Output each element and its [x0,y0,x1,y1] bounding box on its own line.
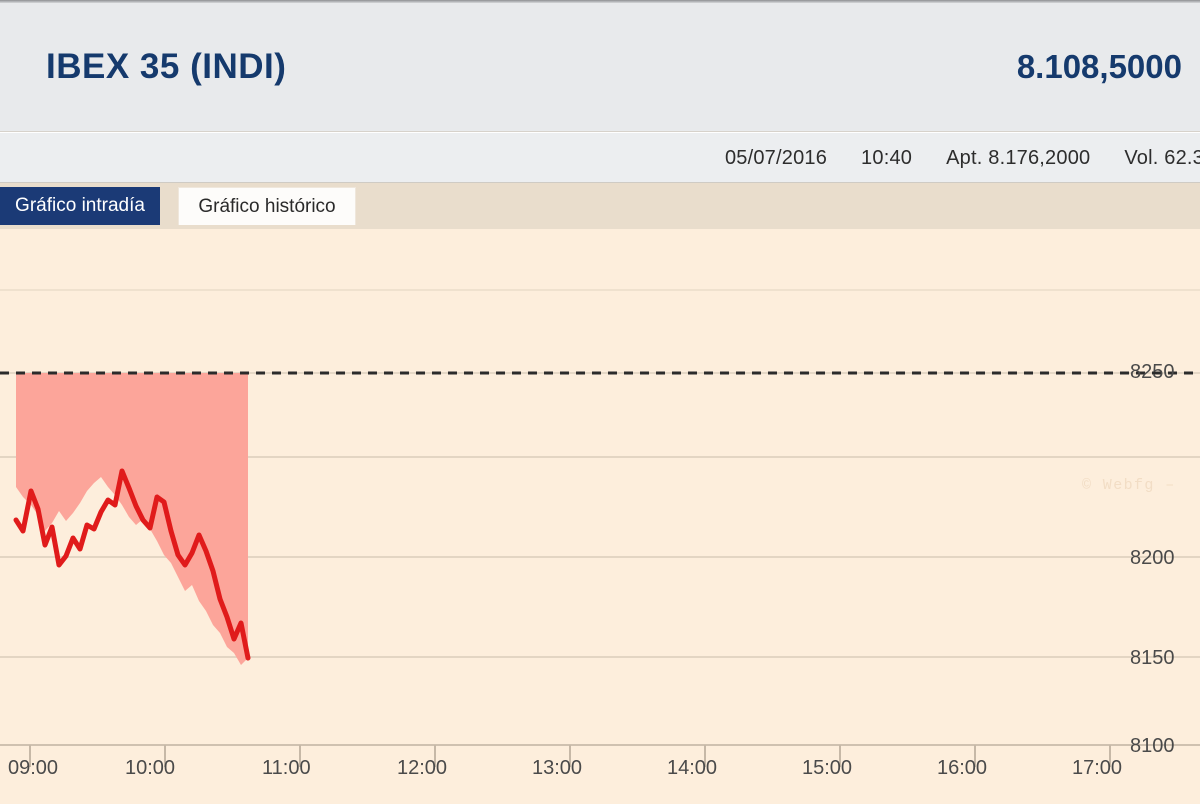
xtick-label-1000: 10:00 [125,757,176,779]
page-title: IBEX 35 (INDI) [46,47,287,86]
ytick-label-8100: 8100 [1130,735,1175,757]
quote-time: 10:40 [861,146,913,169]
ytick-label-8250: 8250 [1130,361,1175,383]
quote-infobar: 05/07/2016 10:40 Apt. 8.176,2000 Vol. 62… [0,133,1200,183]
chart-canvas [0,289,1200,767]
ytick-label-8200: 8200 [1130,547,1175,569]
chart-xaxis [0,744,1200,767]
quote-date: 05/07/2016 [724,146,828,169]
xtick-label-1700: 17:00 [1072,757,1123,779]
xtick-label-1400: 14:00 [667,757,718,779]
quote-header: IBEX 35 (INDI) 8.108,5000 [0,3,1200,132]
ytick-label-8150: 8150 [1130,647,1175,669]
tab-grafico-historico[interactable]: Gráfico histórico [178,187,356,225]
chart-tabstrip: Gráfico intradía Gráfico histórico [0,183,1200,229]
last-price: 8.108,5000 [1016,48,1182,85]
intraday-chart[interactable]: © Webfg – 8250 8200 8150 8100 8050 09:00… [0,229,1200,804]
tab-grafico-intradia-label: Gráfico intradía [15,195,145,216]
chart-price-line [13,468,251,661]
xtick-label-1100: 11:00 [262,757,311,779]
chart-area-fill [16,373,248,665]
tab-grafico-intradia[interactable]: Gráfico intradía [0,187,160,225]
xtick-label-1300: 13:00 [532,757,583,779]
webfg-watermark: © Webfg – [1082,477,1176,494]
quote-volume: Vol. 62.3 [1124,146,1200,169]
xtick-label-1500: 15:00 [802,757,853,779]
window-top-rule [0,0,1200,3]
tab-grafico-historico-label: Gráfico histórico [198,195,336,217]
xtick-label-1200: 12:00 [397,757,448,779]
xtick-label-1600: 16:00 [937,757,988,779]
xtick-label-0900: 09:00 [8,757,59,779]
quote-open: Apt. 8.176,2000 [946,146,1091,169]
